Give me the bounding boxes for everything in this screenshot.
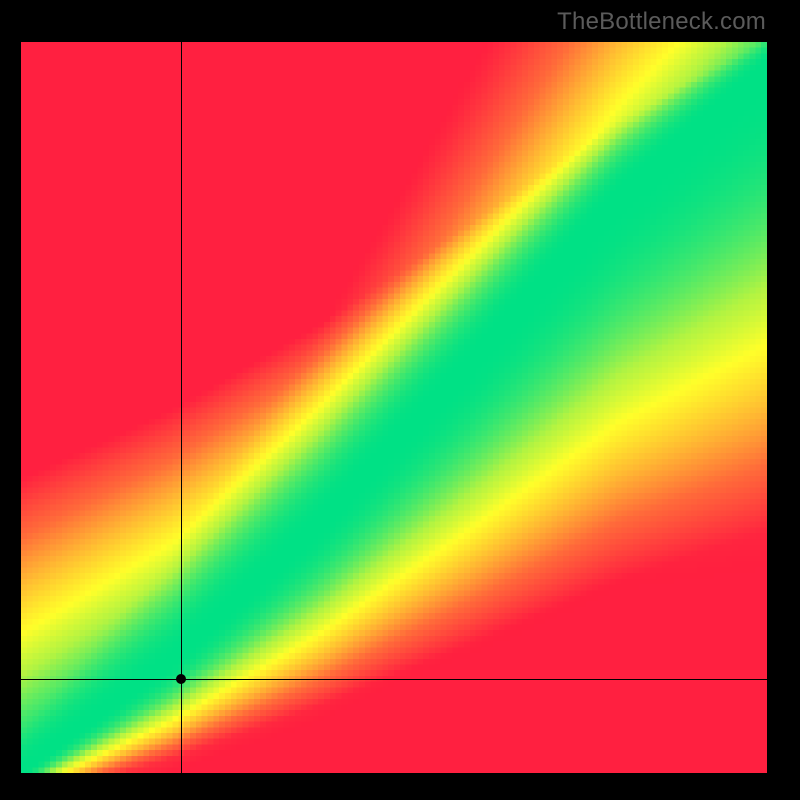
frame-right xyxy=(767,0,800,800)
selected-point-marker xyxy=(176,674,186,684)
crosshair-vertical xyxy=(181,42,182,773)
frame-bottom xyxy=(0,773,800,800)
crosshair-horizontal xyxy=(21,679,767,680)
bottleneck-heatmap xyxy=(21,42,767,773)
source-watermark: TheBottleneck.com xyxy=(557,8,766,36)
frame-left xyxy=(0,0,21,800)
heatmap-canvas xyxy=(21,42,767,773)
